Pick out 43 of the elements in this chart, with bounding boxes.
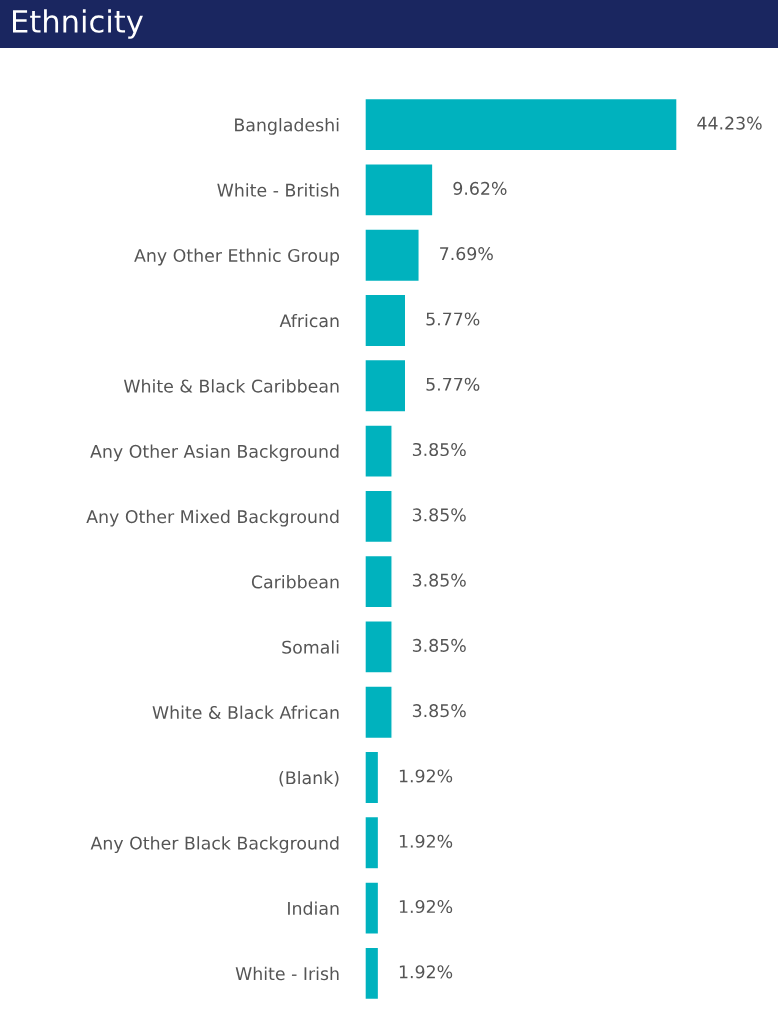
bar [365, 358, 407, 413]
bar [365, 163, 434, 217]
y-tick-label: White & Black Caribbean [123, 379, 339, 393]
y-tick-label: White - Irish [235, 966, 339, 981]
bar [365, 620, 393, 674]
y-tick-label: Bangladeshi [235, 118, 339, 135]
data-label: 3.85% [412, 442, 466, 457]
data-label: 1.92% [399, 965, 453, 979]
y-tick-label: Any Other Ethnic Group [134, 248, 340, 266]
bar [365, 97, 677, 152]
bar [365, 554, 393, 609]
y-tick-label: Indian [288, 901, 339, 915]
bar [365, 424, 393, 478]
data-label: 44.23% [697, 116, 762, 130]
data-label: 3.85% [412, 638, 466, 652]
bar [365, 815, 380, 870]
bar [365, 881, 380, 935]
y-tick-label: White & Black African [152, 705, 339, 720]
bar [365, 489, 393, 544]
bar [365, 750, 380, 805]
data-label: 3.85% [412, 704, 466, 718]
data-label: 1.92% [399, 769, 453, 783]
y-tick-label: Somali [282, 640, 339, 654]
data-label: 7.69% [440, 247, 493, 261]
bar [365, 293, 407, 348]
text: Ethnicity [13, 9, 143, 39]
bar [365, 685, 393, 740]
y-tick-label: African [279, 313, 339, 328]
data-label: 3.85% [412, 508, 466, 522]
bar [365, 946, 380, 1001]
data-label: 1.92% [399, 899, 453, 914]
data-label: 9.62% [453, 181, 507, 195]
y-tick-label: Any Other Asian Background [90, 444, 339, 462]
y-tick-label: White - British [217, 183, 339, 197]
data-label: 5.77% [426, 377, 480, 391]
data-label: 3.85% [412, 573, 466, 587]
bar [365, 228, 420, 283]
y-tick-label: (Blank) [279, 770, 339, 787]
y-tick-label: Any Other Black Background [90, 836, 339, 853]
y-tick-label: Caribbean [251, 575, 339, 589]
data-label: 1.92% [399, 834, 453, 848]
y-tick-label: Any Other Mixed Background [86, 509, 339, 527]
data-label: 5.77% [426, 312, 480, 326]
